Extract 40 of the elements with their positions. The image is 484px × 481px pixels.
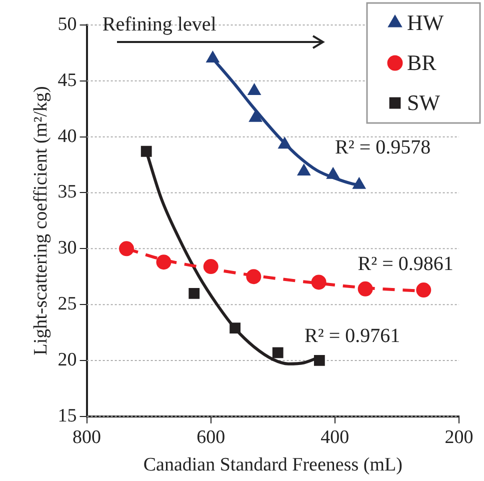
- point: [311, 274, 326, 290]
- legend-label: HW: [407, 10, 444, 35]
- point: [140, 146, 152, 157]
- y-tick-label: 35: [58, 182, 77, 203]
- point: [358, 281, 373, 296]
- x-tick-label: 200: [444, 426, 474, 448]
- x-tick-label: 800: [72, 426, 102, 448]
- y-tick-label: 20: [58, 349, 77, 370]
- point: [352, 177, 366, 189]
- y-tick-label: 30: [58, 238, 77, 259]
- x-axis-title: Canadian Standard Freeness (mL): [143, 454, 402, 476]
- y-tick-label: 45: [58, 70, 77, 91]
- point: [206, 51, 220, 63]
- point: [272, 347, 284, 358]
- y-axis-title: Light-scattering coefficient (m²/kg): [30, 86, 52, 356]
- point: [278, 137, 292, 149]
- y-tick-label: 25: [58, 294, 77, 315]
- point: [297, 164, 310, 176]
- y-tick-label: 50: [58, 14, 77, 35]
- point: [203, 259, 218, 274]
- point: [326, 167, 340, 179]
- x-tick-label: 400: [320, 426, 350, 448]
- annotation: R² = 0.9861: [358, 252, 454, 275]
- x-tick-label: 600: [196, 426, 226, 448]
- legend-label: BR: [407, 50, 437, 75]
- point: [248, 83, 261, 95]
- point: [248, 110, 262, 122]
- y-tick-label: 15: [58, 405, 77, 426]
- point: [119, 241, 134, 256]
- point: [314, 355, 325, 366]
- point: [246, 269, 262, 284]
- annotation: R² = 0.9761: [304, 324, 400, 347]
- annotation: R² = 0.9578: [335, 136, 431, 159]
- annotation: Refining level: [102, 13, 217, 36]
- point: [230, 322, 241, 334]
- point: [156, 254, 172, 270]
- point: [188, 288, 200, 299]
- point: [416, 282, 432, 298]
- y-tick-label: 40: [58, 126, 77, 147]
- legend-label: SW: [407, 90, 440, 115]
